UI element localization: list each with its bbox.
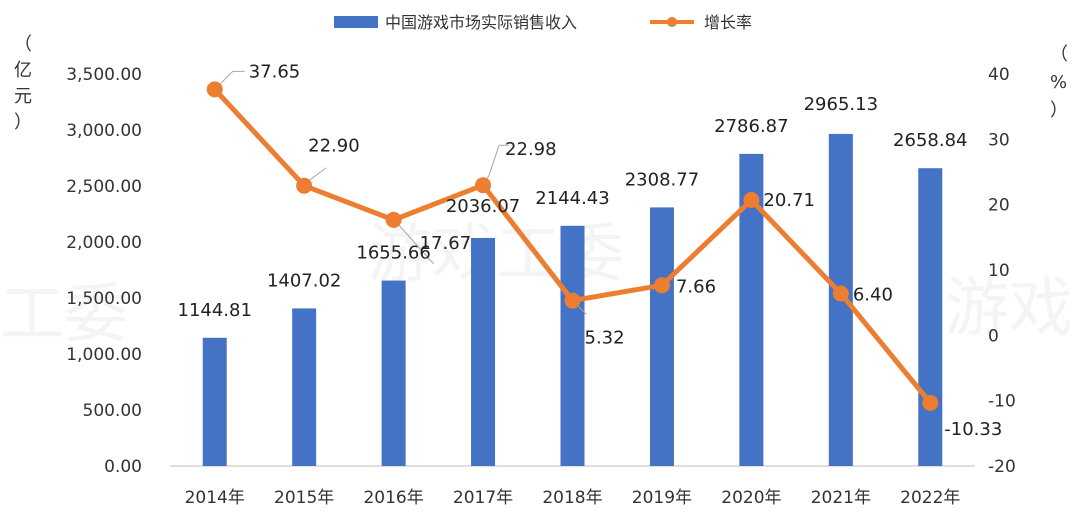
legend-swatch-revenue [334, 16, 378, 28]
legend: 中国游戏市场实际销售收入 增长率 [334, 13, 752, 32]
revenue-bar [649, 207, 674, 466]
growth-data-label: 37.65 [249, 61, 301, 82]
right-unit-char: （ [1050, 44, 1068, 65]
left-tick-label: 1,000.00 [66, 345, 142, 365]
legend-label-revenue: 中国游戏市场实际销售收入 [385, 13, 577, 32]
growth-line-series [206, 81, 939, 411]
x-tick-label: 2016年 [363, 488, 423, 508]
growth-point [475, 177, 492, 194]
left-tick-label: 1,500.00 [66, 289, 142, 309]
growth-data-label: 22.98 [505, 139, 557, 160]
left-axis-unit: （ 亿 元 ） [14, 34, 32, 133]
right-unit-char: % [1050, 72, 1067, 93]
right-tick-label: 0 [988, 326, 999, 346]
x-tick-label: 2021年 [811, 488, 871, 508]
legend-marker-growth [667, 17, 677, 27]
right-tick-label: 10 [988, 261, 1010, 281]
growth-point [743, 192, 760, 209]
growth-data-label: 6.40 [853, 285, 893, 306]
bar-data-labels: 1144.81 1407.02 1655.66 2036.07 2144.43 2308.… [178, 94, 968, 321]
growth-data-label: 20.71 [763, 190, 815, 211]
growth-point [564, 292, 581, 309]
right-tick-label: 40 [988, 65, 1010, 85]
growth-point [296, 177, 313, 194]
revenue-data-label: 2658.84 [893, 130, 967, 151]
left-tick-label: 3,000.00 [66, 121, 142, 141]
revenue-data-label: 1407.02 [267, 270, 341, 291]
revenue-bar [918, 168, 943, 467]
revenue-data-label: 1144.81 [178, 300, 252, 321]
right-tick-label: -10 [988, 392, 1016, 412]
growth-data-label: -10.33 [944, 419, 1002, 440]
x-tick-label: 2019年 [632, 488, 692, 508]
growth-point [385, 211, 402, 228]
right-axis-ticks: -20 -10 0 10 20 30 40 [988, 65, 1016, 477]
line-data-labels: 37.65 22.90 17.67 22.98 5.32 7.66 20.71 6.40 -10… [249, 61, 1003, 439]
left-axis-ticks: 0.00 500.00 1,000.00 1,500.00 2,000.00 2,500.… [66, 65, 142, 477]
x-axis-ticks: 2014年 2015年 2016年 2017年 2018年 2019年 2020年 2021年… [185, 488, 961, 508]
x-tick-label: 2015年 [274, 488, 334, 508]
legend-label-growth: 增长率 [704, 13, 752, 32]
revenue-data-label: 2036.07 [446, 196, 520, 217]
left-unit-char: 元 [14, 86, 32, 107]
growth-point [206, 81, 223, 98]
growth-point [922, 394, 939, 411]
watermark-right: 游戏 [945, 272, 1073, 346]
x-tick-label: 2017年 [453, 488, 513, 508]
left-tick-label: 2,500.00 [66, 177, 142, 197]
revenue-data-label: 2144.43 [535, 188, 609, 209]
left-tick-label: 2,000.00 [66, 233, 142, 253]
right-axis-unit: （ % ） [1050, 44, 1068, 121]
left-unit-char: （ [14, 34, 32, 55]
left-unit-char: 亿 [14, 60, 32, 81]
revenue-bar [292, 308, 317, 466]
revenue-bar [381, 280, 406, 466]
growth-data-label: 5.32 [585, 328, 625, 349]
revenue-data-label: 1655.66 [356, 243, 430, 264]
growth-data-label: 22.90 [308, 136, 360, 157]
revenue-data-label: 2965.13 [804, 94, 878, 115]
watermark-left: 工委 [0, 278, 128, 352]
revenue-bar [560, 225, 585, 466]
revenue-data-label: 2786.87 [714, 116, 788, 137]
x-tick-label: 2020年 [721, 488, 781, 508]
left-tick-label: 500.00 [83, 401, 142, 421]
right-tick-label: -20 [988, 457, 1016, 477]
left-tick-label: 3,500.00 [66, 65, 142, 85]
right-unit-char: ） [1050, 100, 1068, 121]
revenue-data-label: 2308.77 [625, 169, 699, 190]
x-tick-label: 2022年 [900, 488, 960, 508]
left-unit-char: ） [14, 112, 32, 133]
left-tick-label: 0.00 [104, 457, 142, 477]
revenue-bar [471, 237, 496, 466]
x-tick-label: 2018年 [542, 488, 602, 508]
revenue-bar [202, 337, 227, 466]
growth-point [653, 277, 670, 294]
growth-data-label: 17.67 [420, 233, 472, 254]
growth-data-label: 7.66 [676, 276, 716, 297]
right-tick-label: 30 [988, 130, 1010, 150]
growth-point [832, 285, 849, 302]
right-tick-label: 20 [988, 196, 1010, 216]
x-tick-label: 2014年 [185, 488, 245, 508]
